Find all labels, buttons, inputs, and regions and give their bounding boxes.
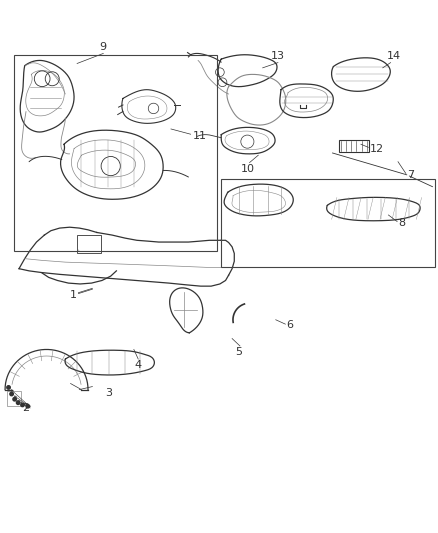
Text: 1: 1 xyxy=(70,290,77,300)
Text: 2: 2 xyxy=(22,403,29,414)
Bar xyxy=(77,235,101,253)
Bar xyxy=(14,55,217,251)
Bar xyxy=(7,391,21,406)
Bar xyxy=(221,179,435,266)
Text: 3: 3 xyxy=(106,388,113,398)
Circle shape xyxy=(10,392,13,395)
Text: 9: 9 xyxy=(100,42,107,52)
Circle shape xyxy=(7,386,11,389)
Text: 5: 5 xyxy=(235,348,242,357)
Circle shape xyxy=(16,401,20,405)
Text: 4: 4 xyxy=(134,360,142,370)
Text: 7: 7 xyxy=(407,170,414,180)
Text: 13: 13 xyxy=(271,51,285,61)
Text: 12: 12 xyxy=(370,143,384,154)
Text: 14: 14 xyxy=(387,51,401,61)
Circle shape xyxy=(21,403,24,407)
Circle shape xyxy=(26,405,29,408)
Text: 8: 8 xyxy=(398,218,405,228)
Text: 10: 10 xyxy=(240,164,254,174)
Circle shape xyxy=(13,398,16,401)
Bar xyxy=(339,140,369,152)
Text: 6: 6 xyxy=(287,320,293,330)
Text: 11: 11 xyxy=(193,131,207,141)
